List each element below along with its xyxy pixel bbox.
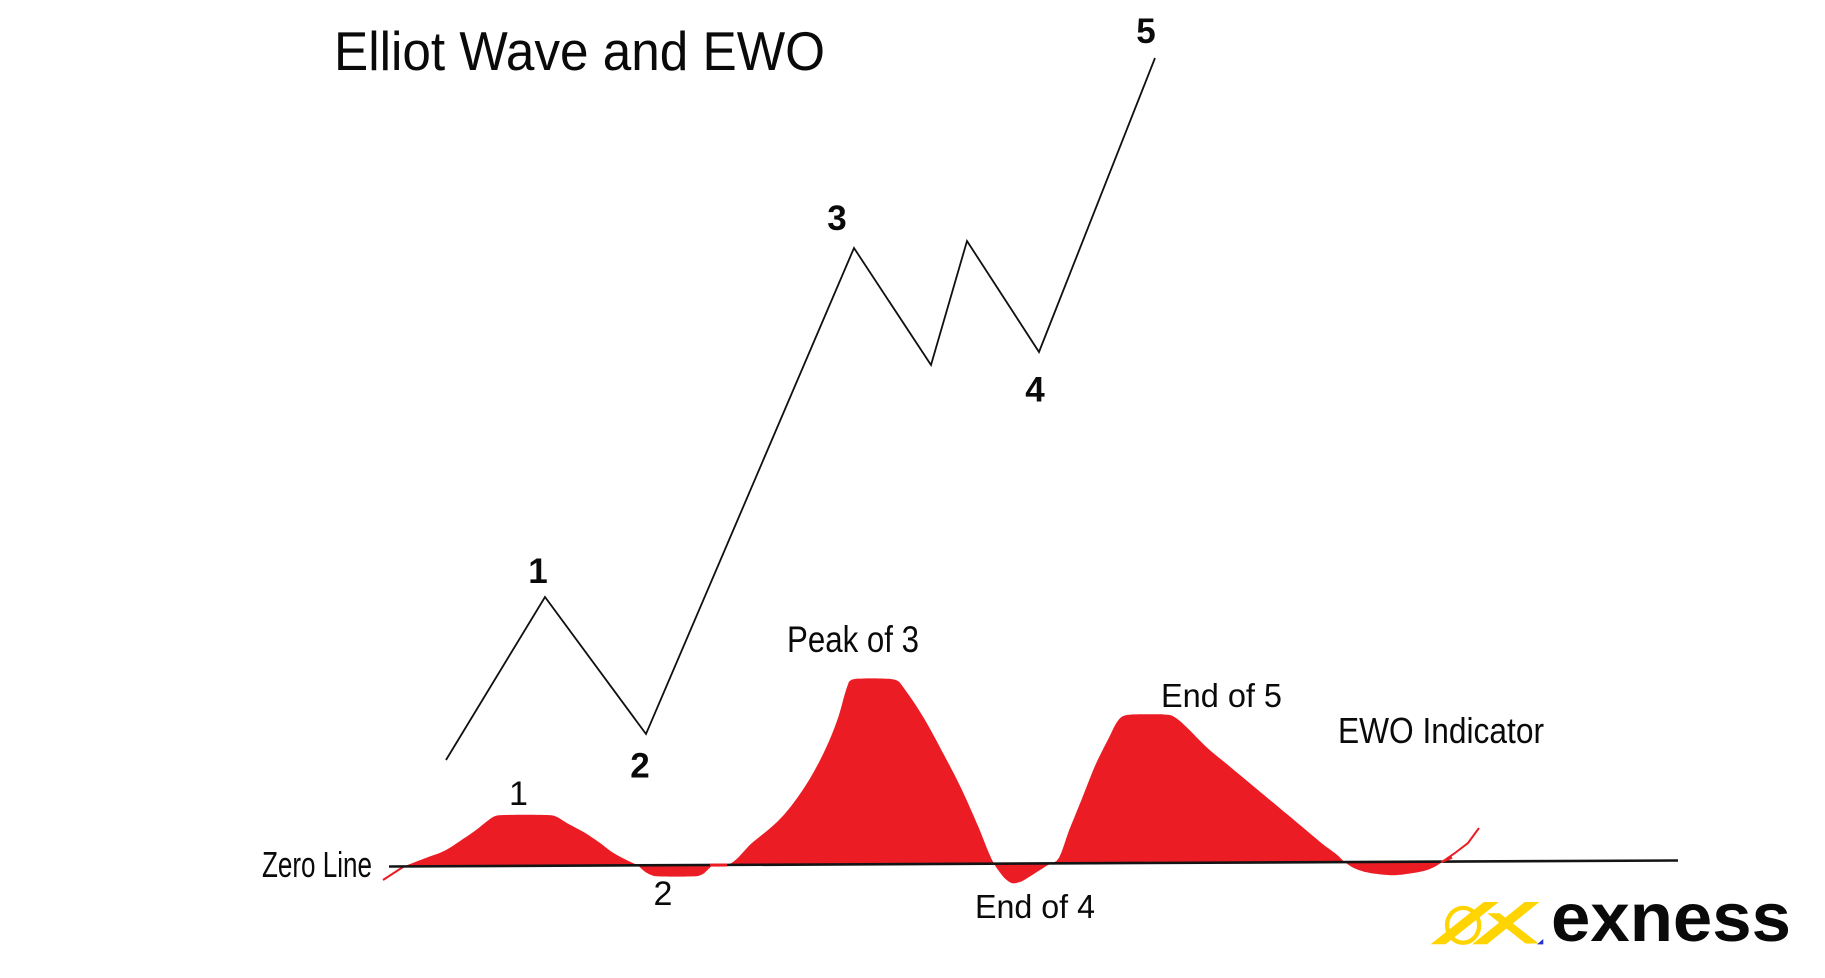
svg-text:End of 5: End of 5 xyxy=(1161,677,1282,714)
svg-text:EWO Indicator: EWO Indicator xyxy=(1338,710,1544,751)
svg-text:1: 1 xyxy=(528,552,547,591)
svg-text:End of 4: End of 4 xyxy=(975,888,1095,925)
svg-text:2: 2 xyxy=(654,875,673,913)
svg-text:3: 3 xyxy=(827,199,846,238)
svg-text:exness: exness xyxy=(1551,879,1791,956)
svg-text:4: 4 xyxy=(1025,371,1045,410)
svg-text:Peak of 3: Peak of 3 xyxy=(787,619,919,660)
svg-text:1: 1 xyxy=(509,775,528,813)
svg-text:5: 5 xyxy=(1136,12,1155,51)
svg-text:Elliot Wave and EWO: Elliot Wave and EWO xyxy=(334,20,825,82)
svg-text:2: 2 xyxy=(630,747,649,786)
svg-text:Zero Line: Zero Line xyxy=(262,844,372,885)
